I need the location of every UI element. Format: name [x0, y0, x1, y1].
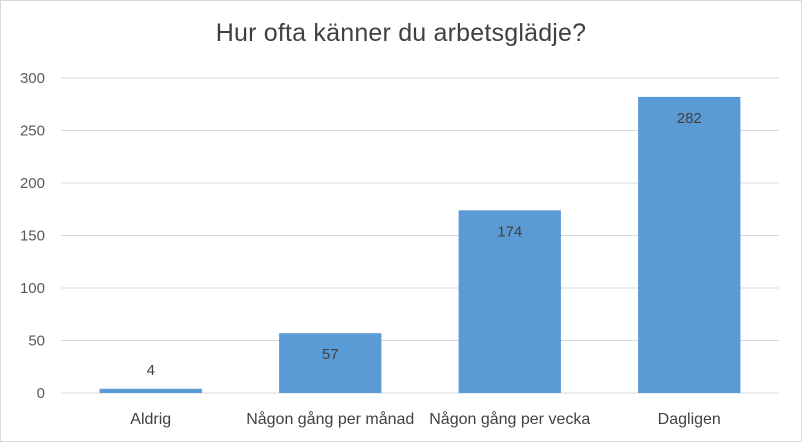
y-axis-ticks: 0 50 100 150 200 250 300 — [20, 70, 45, 402]
y-tick-label: 250 — [20, 123, 45, 140]
category-label: Någon gång per månad — [246, 410, 414, 428]
y-tick-label: 200 — [20, 175, 45, 192]
data-label: 282 — [677, 110, 702, 127]
category-label: Aldrig — [130, 411, 171, 428]
bars — [99, 96, 741, 394]
y-tick-label: 300 — [20, 70, 45, 87]
bar — [279, 333, 382, 393]
bar — [99, 388, 202, 393]
data-label: 174 — [497, 223, 522, 240]
data-label: 4 — [147, 362, 155, 379]
y-tick-label: 0 — [37, 385, 45, 402]
data-labels: 4 57 174 282 — [147, 110, 702, 379]
chart-title: Hur ofta känner du arbetsglädje? — [215, 19, 587, 47]
data-label: 57 — [322, 346, 339, 363]
y-tick-label: 50 — [28, 333, 45, 350]
bar — [638, 96, 741, 394]
bar — [458, 210, 561, 393]
y-tick-label: 150 — [20, 228, 45, 245]
y-tick-label: 100 — [20, 280, 45, 297]
category-label: Dagligen — [658, 411, 721, 428]
category-labels: Aldrig Någon gång per månad Någon gång per… — [130, 410, 721, 428]
category-label: Någon gång per vecka — [429, 410, 590, 428]
